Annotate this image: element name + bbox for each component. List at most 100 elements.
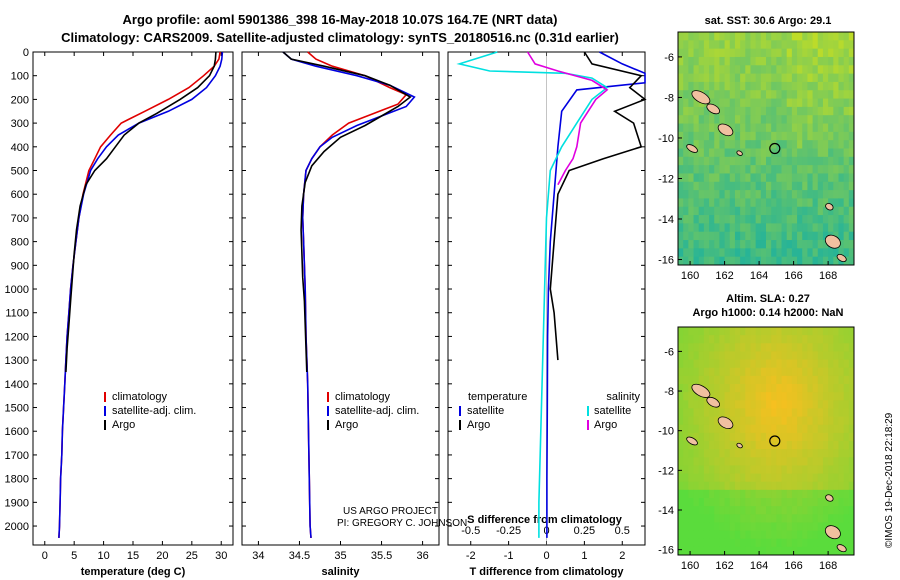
map-cell [745, 489, 751, 499]
map-cell [786, 148, 793, 158]
map-cell [822, 392, 829, 401]
map-cell [734, 90, 741, 100]
y-tick-label: 700 [11, 213, 29, 225]
map-cell [714, 48, 720, 58]
map-cell [734, 457, 741, 466]
map-cell [802, 530, 808, 540]
map-cell [683, 215, 689, 224]
map-cell [709, 384, 715, 393]
map-cell [709, 514, 715, 523]
map-cell [714, 498, 720, 507]
map-cell [771, 530, 777, 540]
map-cell [833, 123, 839, 133]
legend-label: Argo [335, 419, 358, 431]
map-cell [802, 81, 808, 91]
map-cell [828, 98, 834, 108]
map-cell [786, 375, 793, 385]
map-cell [745, 115, 751, 125]
map-cell [817, 256, 824, 266]
map-cell [822, 56, 829, 66]
map-cell [776, 140, 783, 149]
map-cell [776, 408, 783, 418]
map-cell [740, 367, 746, 377]
map-cell [755, 40, 762, 50]
map-cell [848, 327, 855, 336]
map-cell [703, 481, 710, 491]
map-cell [688, 375, 695, 385]
map-cell [786, 416, 793, 426]
top-x-tick-label: -0.5 [461, 525, 480, 537]
map-cell [755, 156, 762, 166]
map-cell [729, 40, 736, 50]
map-cell [714, 335, 720, 344]
map-cell [709, 73, 715, 83]
map-cell [719, 223, 726, 233]
map-cell [755, 98, 762, 108]
y-tick-label: 100 [11, 71, 29, 83]
map-cell [745, 173, 751, 183]
map-cell [750, 173, 757, 183]
map-cell [703, 359, 710, 369]
map-cell [848, 367, 855, 377]
map-cell [786, 190, 793, 199]
lat-tick-label: -6 [664, 52, 674, 64]
map-cell [719, 441, 726, 450]
map-cell [688, 173, 695, 183]
map-cell [688, 416, 695, 426]
map-cell [719, 148, 726, 158]
map-cell [703, 408, 710, 418]
map-cell [750, 190, 757, 199]
map-cell [771, 48, 777, 58]
map-cell [703, 473, 710, 483]
map-cell [766, 32, 772, 41]
map-cell [771, 98, 777, 108]
map-cell [709, 343, 715, 352]
map-cell [776, 424, 783, 434]
map-cell [812, 384, 819, 393]
map-cell [760, 215, 767, 224]
map-cell [729, 367, 736, 377]
map-cell [812, 156, 819, 166]
map-cell [771, 81, 777, 91]
map-cell [828, 489, 834, 499]
map-cell [678, 367, 684, 377]
map-cell [781, 140, 788, 149]
map-cell [802, 248, 808, 258]
map-cell [745, 190, 751, 199]
map-cell [781, 248, 788, 258]
map-cell [688, 424, 695, 434]
map-cell [771, 546, 777, 556]
map-cell [755, 522, 762, 532]
map-cell [683, 140, 689, 149]
map-cell [703, 256, 710, 266]
map-cell [781, 432, 788, 442]
map-cell [745, 90, 751, 100]
map-cell [724, 506, 731, 515]
map-cell [838, 351, 845, 361]
map-cell [734, 343, 741, 352]
map-cell [750, 140, 757, 149]
map-cell [771, 400, 777, 409]
map-cell [750, 148, 757, 158]
map-cell [729, 73, 736, 83]
map-cell [703, 106, 710, 116]
map-cell [729, 457, 736, 466]
map-cell [776, 457, 783, 466]
map-cell [843, 489, 850, 499]
map-cell [745, 327, 751, 336]
map-cell [760, 32, 767, 41]
map-cell [760, 256, 767, 266]
map-cell [791, 181, 798, 191]
y-tick-label: 1100 [5, 308, 29, 320]
map-cell [771, 32, 777, 41]
map-cell [776, 131, 783, 141]
map-cell [833, 140, 839, 149]
map-cell [786, 359, 793, 369]
map-cell [709, 408, 715, 418]
map-cell [734, 56, 741, 66]
map-cell [781, 489, 788, 499]
map-cell [698, 148, 705, 158]
map-cell [745, 441, 751, 450]
map-cell [729, 489, 736, 499]
